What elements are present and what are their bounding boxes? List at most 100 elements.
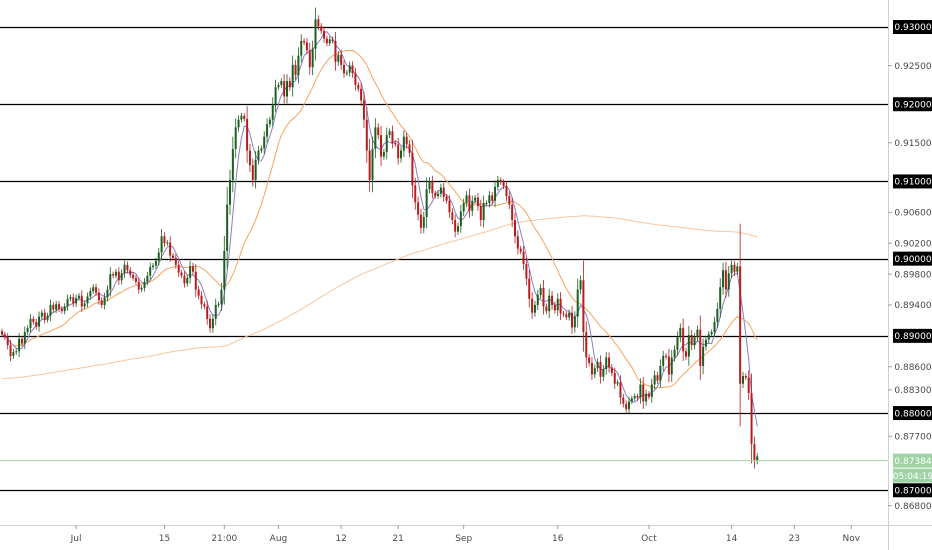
candle-body[interactable] <box>103 297 106 305</box>
candle-body[interactable] <box>608 357 611 368</box>
candle-body[interactable] <box>163 236 166 244</box>
candle-body[interactable] <box>391 131 394 143</box>
candle-body[interactable] <box>730 264 733 274</box>
candle-body[interactable] <box>417 202 420 215</box>
candle-body[interactable] <box>511 204 514 221</box>
candle-body[interactable] <box>747 377 750 393</box>
candle-body[interactable] <box>590 362 593 375</box>
candle-body[interactable] <box>303 40 306 43</box>
candle-body[interactable] <box>311 48 314 68</box>
candle-body[interactable] <box>291 64 294 88</box>
candle-body[interactable] <box>402 136 405 151</box>
candle-body[interactable] <box>300 40 303 56</box>
candle-body[interactable] <box>123 264 126 274</box>
candle-body[interactable] <box>9 345 12 356</box>
candle-body[interactable] <box>169 242 172 256</box>
candle-body[interactable] <box>667 356 670 375</box>
candle-body[interactable] <box>448 200 451 213</box>
candle-body[interactable] <box>266 124 269 137</box>
candle-body[interactable] <box>437 193 440 197</box>
candle-body[interactable] <box>516 236 519 249</box>
candle-body[interactable] <box>237 119 240 128</box>
candle-body[interactable] <box>374 127 377 150</box>
candle-body[interactable] <box>345 72 348 74</box>
candle-body[interactable] <box>479 206 482 221</box>
candle-body[interactable] <box>3 334 6 338</box>
candle-body[interactable] <box>756 456 759 461</box>
candle-body[interactable] <box>736 266 739 272</box>
candle-body[interactable] <box>528 278 531 299</box>
candle-body[interactable] <box>400 150 402 159</box>
candle-body[interactable] <box>622 397 625 404</box>
candle-body[interactable] <box>454 220 457 232</box>
candle-body[interactable] <box>377 127 380 136</box>
candle-body[interactable] <box>203 304 206 307</box>
candle-body[interactable] <box>52 304 55 310</box>
candle-body[interactable] <box>539 287 542 295</box>
candle-body[interactable] <box>286 81 288 97</box>
candle-body[interactable] <box>320 26 323 31</box>
candle-body[interactable] <box>154 260 157 266</box>
candle-body[interactable] <box>687 335 690 357</box>
candle-body[interactable] <box>55 304 58 310</box>
candle-body[interactable] <box>431 181 434 194</box>
candle-body[interactable] <box>43 312 46 320</box>
candle-body[interactable] <box>388 131 391 136</box>
candle-body[interactable] <box>246 118 249 151</box>
candle-body[interactable] <box>308 50 311 68</box>
candle-body[interactable] <box>189 266 192 278</box>
candle-body[interactable] <box>297 55 300 75</box>
candle-body[interactable] <box>323 30 326 39</box>
candle-body[interactable] <box>548 295 551 312</box>
candle-body[interactable] <box>556 298 559 311</box>
candle-body[interactable] <box>46 315 49 320</box>
candle-body[interactable] <box>20 338 23 344</box>
candle-body[interactable] <box>422 216 425 228</box>
candle-body[interactable] <box>457 226 459 232</box>
candle-body[interactable] <box>277 84 280 88</box>
candle-body[interactable] <box>693 337 696 346</box>
candle-body[interactable] <box>343 64 345 74</box>
candle-body[interactable] <box>160 236 163 253</box>
candle-body[interactable] <box>63 306 66 312</box>
candle-body[interactable] <box>659 365 662 381</box>
candle-body[interactable] <box>209 318 212 329</box>
candle-body[interactable] <box>505 186 508 197</box>
candle-body[interactable] <box>525 264 528 279</box>
candle-body[interactable] <box>533 304 536 313</box>
candle-body[interactable] <box>739 266 742 384</box>
candle-body[interactable] <box>522 251 525 265</box>
candle-body[interactable] <box>434 193 437 197</box>
candle-body[interactable] <box>408 144 411 153</box>
candle-body[interactable] <box>354 73 357 85</box>
candle-body[interactable] <box>283 81 286 97</box>
candle-body[interactable] <box>29 318 32 329</box>
candle-body[interactable] <box>26 328 29 332</box>
candle-body[interactable] <box>177 264 180 273</box>
candle-body[interactable] <box>35 321 38 327</box>
candle-body[interactable] <box>553 304 556 311</box>
candle-body[interactable] <box>280 81 283 85</box>
candle-body[interactable] <box>226 204 229 251</box>
candle-body[interactable] <box>468 195 471 211</box>
candle-body[interactable] <box>710 331 713 335</box>
candle-body[interactable] <box>15 351 18 353</box>
candle-body[interactable] <box>625 403 628 410</box>
candle-body[interactable] <box>565 314 568 318</box>
candle-body[interactable] <box>134 277 137 282</box>
candle-body[interactable] <box>696 329 699 338</box>
candle-body[interactable] <box>397 144 400 159</box>
candle-body[interactable] <box>562 313 565 315</box>
candle-body[interactable] <box>724 270 727 290</box>
candle-body[interactable] <box>488 195 491 204</box>
candle-body[interactable] <box>753 443 756 461</box>
candle-body[interactable] <box>18 338 21 352</box>
candle-body[interactable] <box>172 255 174 258</box>
candle-body[interactable] <box>494 186 497 201</box>
candle-body[interactable] <box>653 375 656 385</box>
candle-body[interactable] <box>704 339 707 347</box>
candle-body[interactable] <box>485 203 488 205</box>
candle-body[interactable] <box>605 357 608 370</box>
candle-body[interactable] <box>365 119 368 151</box>
candle-body[interactable] <box>665 355 668 357</box>
